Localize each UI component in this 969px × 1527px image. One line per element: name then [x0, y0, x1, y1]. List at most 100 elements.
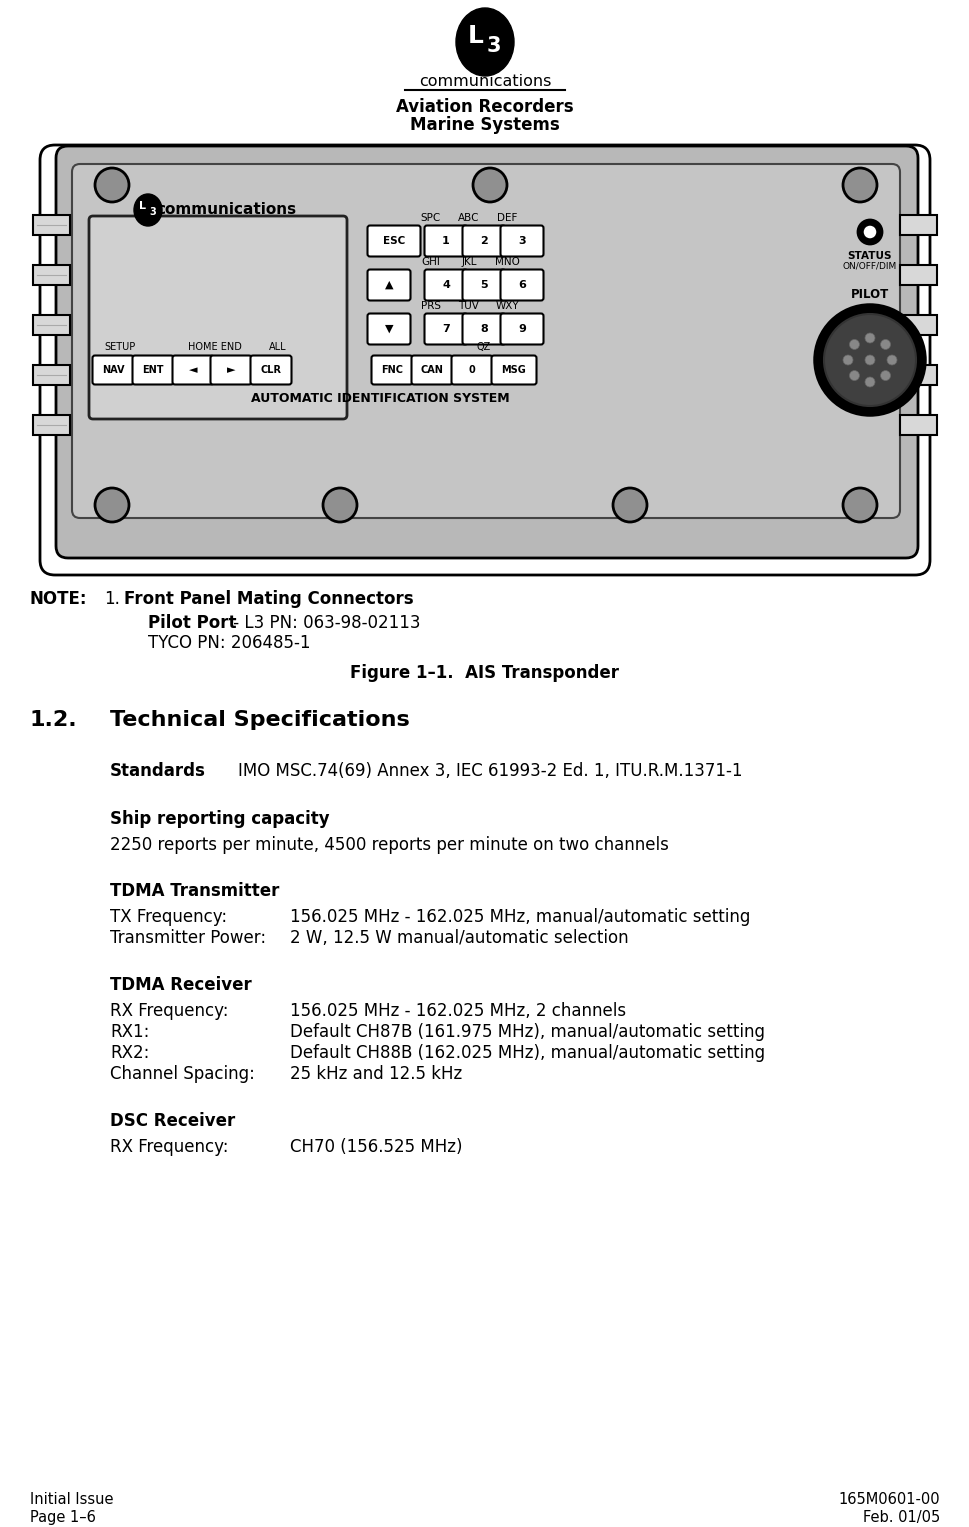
Text: Default CH87B (161.975 MHz), manual/automatic setting: Default CH87B (161.975 MHz), manual/auto…	[290, 1023, 765, 1041]
Circle shape	[862, 224, 876, 240]
Text: Pilot Port: Pilot Port	[148, 614, 236, 632]
Text: 2250 reports per minute, 4500 reports per minute on two channels: 2250 reports per minute, 4500 reports pe…	[109, 835, 669, 854]
Circle shape	[323, 489, 357, 522]
Text: ◄: ◄	[189, 365, 197, 376]
Text: NOTE:: NOTE:	[30, 589, 87, 608]
Bar	[33, 315, 70, 334]
Text: 3: 3	[486, 37, 501, 56]
Text: TDMA Receiver: TDMA Receiver	[109, 976, 252, 994]
Text: NAV: NAV	[102, 365, 124, 376]
FancyBboxPatch shape	[133, 356, 173, 385]
Text: CLR: CLR	[261, 365, 281, 376]
Text: Figure 1–1.  AIS Transponder: Figure 1–1. AIS Transponder	[350, 664, 619, 683]
FancyBboxPatch shape	[210, 356, 251, 385]
FancyBboxPatch shape	[411, 356, 452, 385]
Text: ESC: ESC	[383, 237, 405, 246]
Ellipse shape	[455, 8, 514, 76]
Text: RX Frequency:: RX Frequency:	[109, 1138, 229, 1156]
Text: Technical Specifications: Technical Specifications	[109, 710, 409, 730]
Circle shape	[95, 168, 129, 202]
FancyBboxPatch shape	[424, 313, 467, 345]
Circle shape	[864, 333, 874, 344]
Circle shape	[842, 168, 876, 202]
Bar	[33, 415, 70, 435]
Ellipse shape	[134, 194, 162, 226]
Bar	[899, 365, 936, 385]
Bar	[899, 415, 936, 435]
Text: GHI: GHI	[422, 257, 440, 267]
Text: ABC: ABC	[457, 212, 480, 223]
Text: DSC Receiver: DSC Receiver	[109, 1112, 235, 1130]
FancyBboxPatch shape	[72, 163, 899, 518]
Text: 7: 7	[442, 324, 450, 334]
Text: 5: 5	[480, 279, 487, 290]
Circle shape	[849, 371, 859, 380]
Text: 2: 2	[480, 237, 487, 246]
Text: communications: communications	[419, 75, 550, 90]
Bar	[899, 266, 936, 286]
Text: 3: 3	[517, 237, 525, 246]
Text: WXY: WXY	[495, 301, 518, 312]
Text: 8: 8	[480, 324, 487, 334]
FancyBboxPatch shape	[462, 226, 505, 257]
Text: CH70 (156.525 MHz): CH70 (156.525 MHz)	[290, 1138, 462, 1156]
Text: - L3 PN: 063-98-02113: - L3 PN: 063-98-02113	[228, 614, 421, 632]
Circle shape	[880, 371, 890, 380]
Text: TDMA Transmitter: TDMA Transmitter	[109, 883, 279, 899]
Circle shape	[858, 220, 881, 244]
Text: 0: 0	[468, 365, 475, 376]
Circle shape	[612, 489, 646, 522]
Text: Default CH88B (162.025 MHz), manual/automatic setting: Default CH88B (162.025 MHz), manual/auto…	[290, 1044, 765, 1061]
Circle shape	[842, 354, 852, 365]
Text: AUTOMATIC IDENTIFICATION SYSTEM: AUTOMATIC IDENTIFICATION SYSTEM	[250, 391, 509, 405]
Text: Front Panel Mating Connectors: Front Panel Mating Connectors	[124, 589, 413, 608]
Text: 9: 9	[517, 324, 525, 334]
Text: TUV: TUV	[458, 301, 479, 312]
Text: RX1:: RX1:	[109, 1023, 149, 1041]
Text: communications: communications	[156, 203, 296, 217]
FancyBboxPatch shape	[56, 147, 917, 557]
Text: ▼: ▼	[385, 324, 392, 334]
Bar	[899, 215, 936, 235]
Text: HOME END: HOME END	[188, 342, 241, 353]
Text: ▲: ▲	[385, 279, 392, 290]
Text: IMO MSC.74(69) Annex 3, IEC 61993-2 Ed. 1, ITU.R.M.1371-1: IMO MSC.74(69) Annex 3, IEC 61993-2 Ed. …	[237, 762, 741, 780]
Text: 1.2.: 1.2.	[30, 710, 78, 730]
FancyBboxPatch shape	[451, 356, 492, 385]
Bar	[33, 215, 70, 235]
Text: ENT: ENT	[142, 365, 164, 376]
FancyBboxPatch shape	[89, 215, 347, 418]
Circle shape	[823, 315, 915, 406]
FancyBboxPatch shape	[250, 356, 292, 385]
FancyBboxPatch shape	[500, 269, 543, 301]
FancyBboxPatch shape	[424, 269, 467, 301]
Circle shape	[864, 377, 874, 386]
Circle shape	[849, 339, 859, 350]
Circle shape	[842, 489, 876, 522]
Text: Transmitter Power:: Transmitter Power:	[109, 928, 266, 947]
Text: DEF: DEF	[496, 212, 516, 223]
FancyBboxPatch shape	[500, 313, 543, 345]
Text: 4: 4	[442, 279, 450, 290]
FancyBboxPatch shape	[462, 313, 505, 345]
Text: ►: ►	[227, 365, 235, 376]
Text: 1.: 1.	[104, 589, 120, 608]
Text: 165M0601-00: 165M0601-00	[837, 1492, 939, 1507]
FancyBboxPatch shape	[371, 356, 412, 385]
FancyBboxPatch shape	[462, 269, 505, 301]
FancyBboxPatch shape	[491, 356, 536, 385]
Text: RX2:: RX2:	[109, 1044, 149, 1061]
Text: CAN: CAN	[421, 365, 443, 376]
FancyBboxPatch shape	[424, 226, 467, 257]
Text: Initial Issue: Initial Issue	[30, 1492, 113, 1507]
Circle shape	[864, 354, 874, 365]
Text: L: L	[140, 202, 146, 211]
Bar	[899, 315, 936, 334]
Text: MSG: MSG	[501, 365, 526, 376]
Text: 156.025 MHz - 162.025 MHz, 2 channels: 156.025 MHz - 162.025 MHz, 2 channels	[290, 1002, 625, 1020]
Text: Feb. 01/05: Feb. 01/05	[861, 1510, 939, 1525]
Circle shape	[95, 489, 129, 522]
Text: Marine Systems: Marine Systems	[410, 116, 559, 134]
Text: JKL: JKL	[461, 257, 476, 267]
Text: TX Frequency:: TX Frequency:	[109, 909, 227, 925]
